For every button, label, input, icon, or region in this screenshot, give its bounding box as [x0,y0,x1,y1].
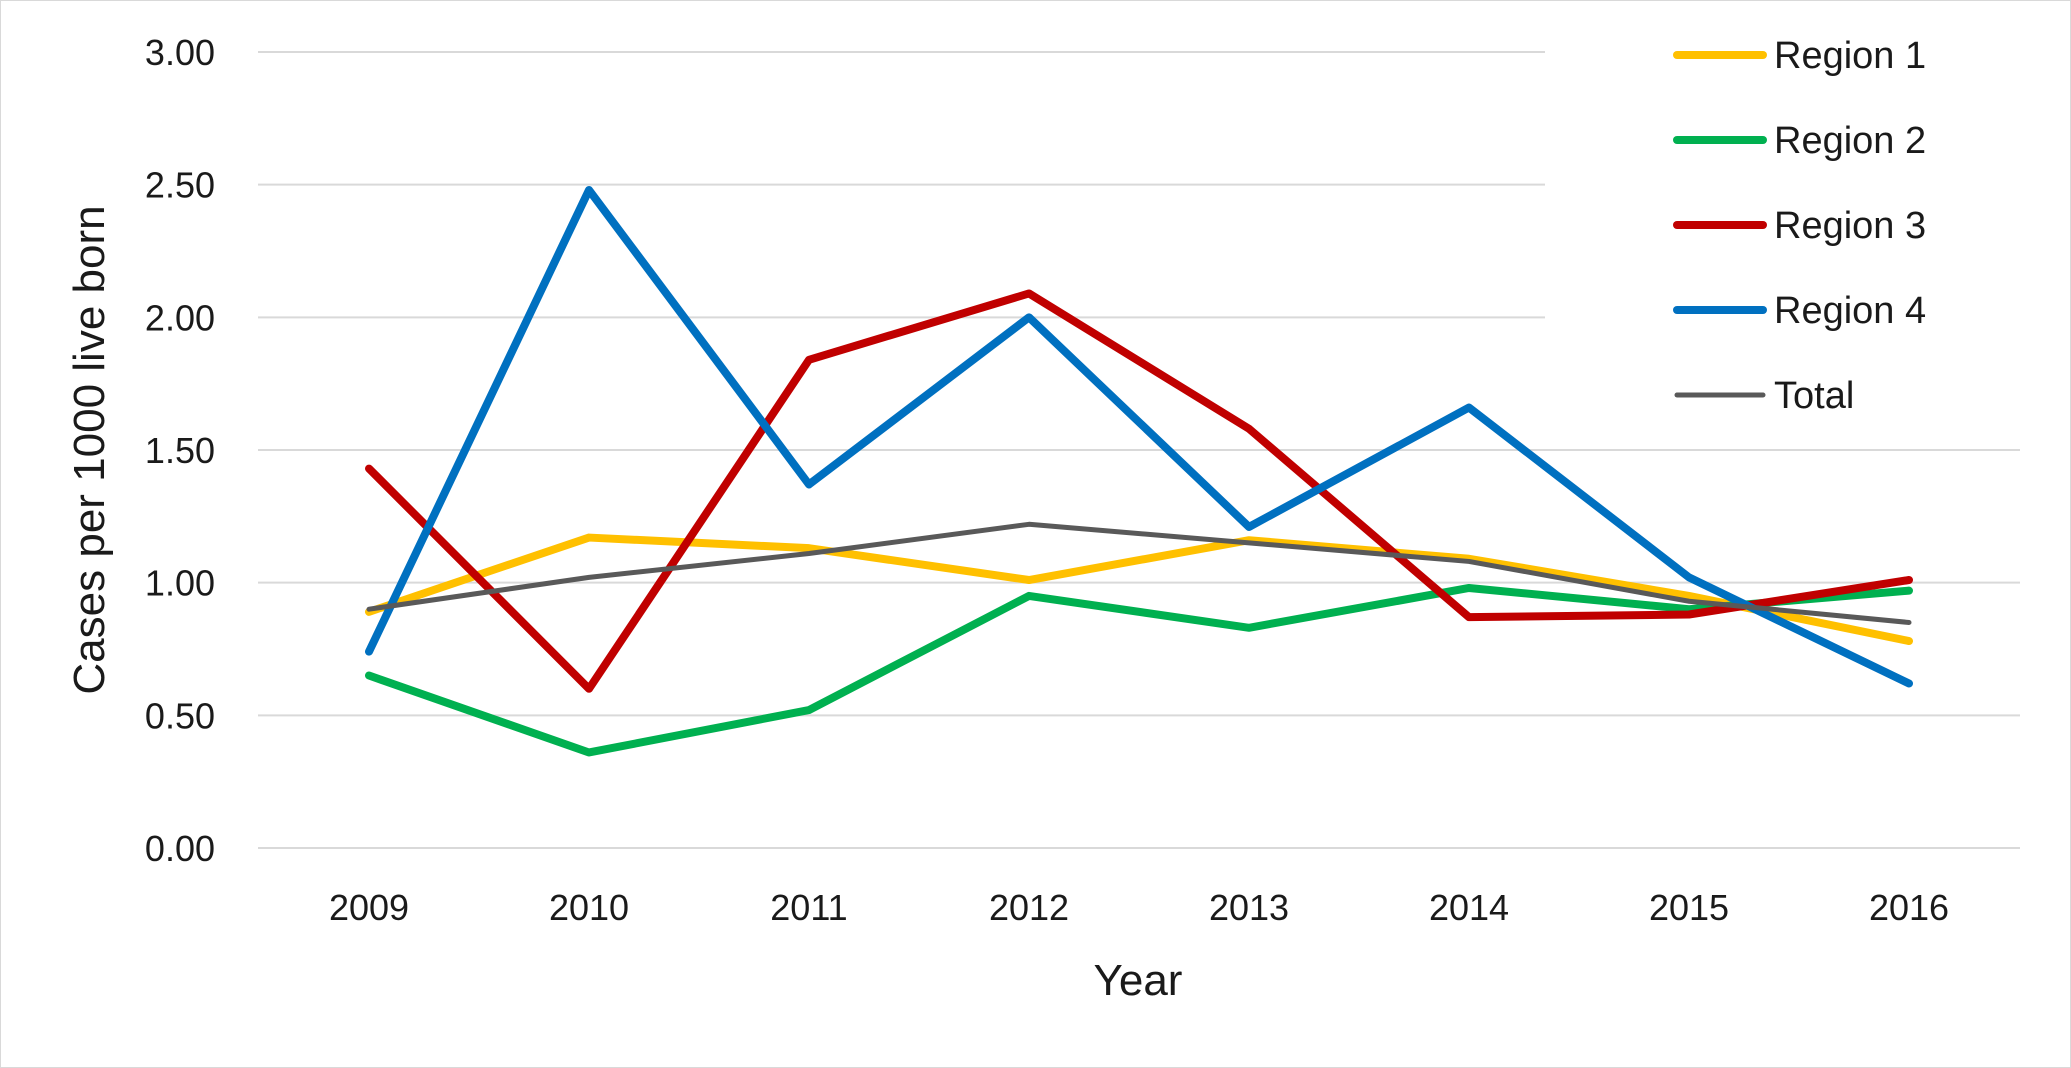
y-tick-label: 1.50 [145,430,215,471]
y-tick-label: 3.00 [145,32,215,73]
legend-label: Region 1 [1774,35,1926,77]
series-line-total [366,521,1912,625]
x-axis-ticks: 2009 2010 2011 2012 2013 2014 2015 2016 [329,887,1949,928]
x-tick-label: 2012 [989,887,1069,928]
y-tick-label: 2.50 [145,165,215,206]
x-tick-label: 2009 [329,887,409,928]
y-axis-title: Cases per 1000 live born [65,205,114,694]
y-tick-label: 0.00 [145,828,215,869]
legend-label: Region 3 [1774,205,1926,247]
x-tick-label: 2011 [770,887,847,928]
series-line-region-1 [365,533,1913,646]
x-axis-title: Year [1094,956,1183,1005]
x-tick-label: 2010 [549,887,629,928]
legend: Region 1 Region 2 Region 3 Region 4 Total [1673,35,1926,417]
legend-label: Total [1774,375,1854,417]
series-line-region-3 [365,289,1913,693]
y-tick-label: 0.50 [145,695,215,736]
x-tick-label: 2013 [1209,887,1289,928]
legend-label: Region 4 [1774,290,1926,332]
y-tick-label: 2.00 [145,297,215,338]
series-line-region-4 [365,185,1913,688]
series-line-region-2 [365,583,1913,757]
x-tick-label: 2015 [1649,887,1729,928]
y-tick-label: 1.00 [145,563,215,604]
y-axis-ticks: 0.00 0.50 1.00 1.50 2.00 2.50 3.00 [145,32,215,869]
x-tick-label: 2014 [1429,887,1509,928]
series-lines [365,185,1913,757]
x-tick-label: 2016 [1869,887,1949,928]
legend-label: Region 2 [1774,120,1926,162]
